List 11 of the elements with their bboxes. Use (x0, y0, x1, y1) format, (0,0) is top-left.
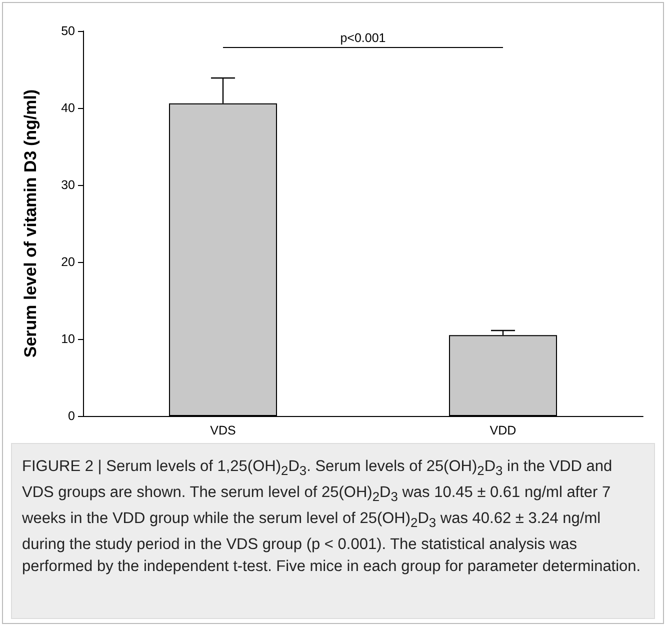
y-tick-label: 30 (61, 178, 76, 192)
y-tick-label: 20 (61, 255, 76, 269)
x-tick-label: VDS (210, 424, 236, 438)
annotation: p<0.001 (340, 31, 386, 45)
y-axis-title: Serum level of vitamin D3 (ng/ml) (21, 89, 40, 358)
y-tick-label: 0 (68, 409, 76, 423)
y-tick-label: 50 (61, 24, 76, 38)
y-tick-label: 40 (61, 101, 76, 115)
y-tick-label: 10 (61, 332, 76, 346)
text: FIGURE 2 | Serum levels of 1,25(OH)$_{2}$D$_{3}$. Serum levels of 25(OH)$_{2}$D$_{3}$ in the VDD and VDS groups are shown. The serum level of 25(OH)$_{2}$D$_{3}$ was 10.45 ± 0.61 ng/ml after 7 weeks in the VDD group while the serum level of 25(OH)$_{2}$D$_{3}$ was 40.62 ± 3.24 ng/ml during the study period in the VDS group (p < 0.001). The statistical analysis was performed by the independent t-test. Five mice in each group for parameter determination. (22, 458, 641, 576)
x-tick-label: VDD (490, 424, 516, 438)
